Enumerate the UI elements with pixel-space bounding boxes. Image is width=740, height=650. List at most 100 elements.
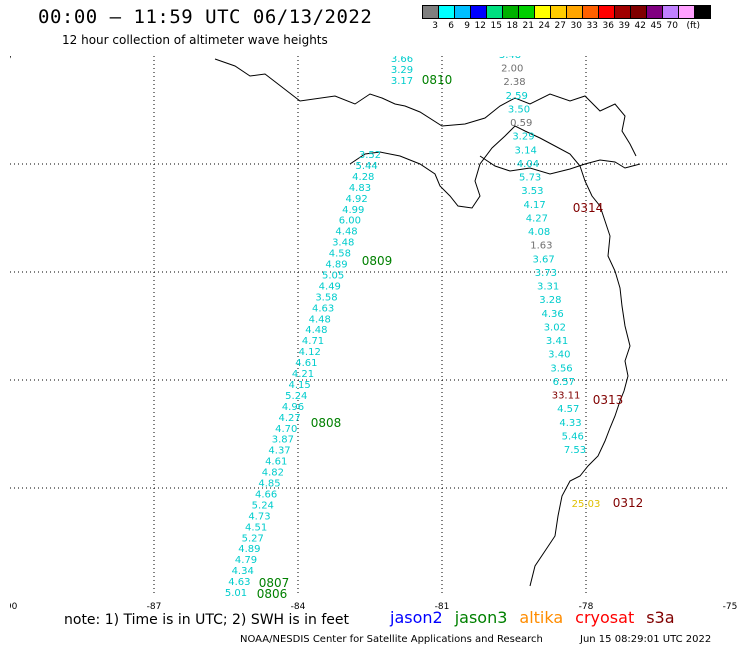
pass-label-0312: 0312 (613, 496, 644, 510)
swh-value-west: 4.12 (299, 347, 321, 358)
swh-value-east: 7.53 (564, 445, 586, 456)
swh-value-west: 5.44 (356, 161, 378, 172)
legend-label: 15 (490, 21, 502, 31)
coastline-isthmus (479, 155, 641, 175)
legend-label: 12 (474, 21, 486, 31)
legend-swatch (566, 5, 583, 19)
legend-swatch (614, 5, 631, 19)
satellite-jason2: jason2 (390, 608, 443, 627)
legend-label: 3 (432, 21, 438, 31)
swh-value-west: 4.63 (228, 577, 250, 588)
swh-value-east: 4.57 (557, 404, 579, 415)
swh-value-west: 5.24 (285, 391, 307, 402)
swh-value-east: 2.00 (501, 64, 523, 75)
swh-value-east: 3.53 (521, 186, 543, 197)
swh-value-east: 3.28 (539, 295, 561, 306)
satellite-jason3: jason3 (454, 608, 508, 627)
pass-label-0809: 0809 (362, 254, 393, 268)
swh-value-east: 3.48 (499, 56, 521, 61)
swh-value-west: 4.63 (312, 303, 334, 314)
legend-label: 30 (570, 21, 582, 31)
plot-frame (10, 56, 730, 596)
swh-value-east: 33.11 (552, 391, 581, 402)
legend-label: 18 (506, 21, 518, 31)
swh-value-west: 6.00 (339, 216, 361, 227)
swh-value-west: 4.48 (335, 227, 357, 238)
pass-label-0810: 0810 (422, 73, 453, 87)
swh-value-east: 5.73 (519, 173, 541, 184)
legend-label: 21 (522, 21, 534, 31)
swh-value-east: 3.67 (532, 254, 554, 265)
pass-label-0314: 0314 (573, 201, 604, 215)
swh-value-east: 3.56 (550, 363, 572, 374)
swh-value-east: 5.46 (562, 431, 584, 442)
y-tick-label: 10 (10, 56, 12, 62)
swh-value-west: 4.48 (305, 325, 327, 336)
swh-value-east: 3.73 (535, 268, 557, 279)
swh-value-west: 4.61 (265, 457, 287, 468)
legend-swatch (598, 5, 615, 19)
swh-value-west: 4.70 (275, 424, 297, 435)
legend-label: 39 (618, 21, 630, 31)
swh-value-east: 0.59 (510, 118, 532, 129)
swh-value-east: 3.31 (537, 282, 559, 293)
swh-value-east: 4.36 (541, 309, 563, 320)
x-tick-label: -75 (723, 602, 738, 611)
satellite-s3a: s3a (646, 608, 675, 627)
swh-value-east: 1.63 (530, 241, 552, 252)
coastline-pacific (349, 125, 631, 587)
swh-value-west: 5.27 (242, 533, 264, 544)
legend-swatch (694, 5, 711, 19)
swh-value-west: 4.71 (302, 336, 324, 347)
legend-swatch (534, 5, 551, 19)
swh-value-west: 4.96 (282, 402, 304, 413)
swh-value-east: 3.02 (544, 322, 566, 333)
swh-value-west: 4.58 (329, 249, 351, 260)
legend-swatch (422, 5, 439, 19)
legend-swatch (582, 5, 599, 19)
legend-label: 24 (538, 21, 550, 31)
swh-value-east: 4.17 (524, 200, 546, 211)
legend-label: 27 (554, 21, 566, 31)
swh-value-west: 4.21 (292, 369, 314, 380)
swh-value-west: 4.28 (352, 172, 374, 183)
swh-value-north: 3.66 (391, 56, 413, 65)
pass-label-0808: 0808 (311, 416, 342, 430)
footer: NOAA/NESDIS Center for Satellite Applica… (240, 634, 711, 645)
legend-swatch (454, 5, 471, 19)
swh-value-east: 3.29 (512, 132, 534, 143)
swh-value-west: 4.89 (325, 260, 347, 271)
legend-label: 36 (602, 21, 614, 31)
swh-value-west: 4.15 (289, 380, 311, 391)
swh-value-west: 4.37 (268, 446, 290, 457)
swh-value-west: 5.05 (322, 270, 344, 281)
swh-value-west: 4.89 (238, 544, 260, 555)
legend-swatch (662, 5, 679, 19)
chart-subtitle: 12 hour collection of altimeter wave hei… (62, 33, 328, 47)
color-legend (422, 5, 711, 19)
satellite-legend: jason2 jason3 altika cryosat s3a (390, 608, 675, 627)
footer-credit: NOAA/NESDIS Center for Satellite Applica… (240, 634, 543, 645)
swh-value-east: 4.27 (526, 213, 548, 224)
x-tick-label: -87 (147, 602, 162, 611)
swh-value-east: 3.50 (508, 104, 530, 115)
swh-value-east: 4.04 (517, 159, 539, 170)
swh-value-west: 5.01 (225, 588, 247, 599)
x-tick-label: -84 (291, 602, 306, 611)
wave-height-map: -90-87-84-81-78-7510864205.014.634.344.7… (10, 56, 738, 611)
legend-swatch (630, 5, 647, 19)
swh-value-south: 25.03 (572, 499, 601, 510)
swh-value-west: 4.99 (342, 205, 364, 216)
pass-label-0807: 0807 (259, 576, 290, 590)
legend-swatch (518, 5, 535, 19)
pass-label-0806: 0806 (257, 587, 288, 601)
swh-value-west: 4.83 (349, 183, 371, 194)
swh-value-east: 4.08 (528, 227, 550, 238)
swh-value-west: 4.51 (245, 522, 267, 533)
legend-swatch (438, 5, 455, 19)
units-note: note: 1) Time is in UTC; 2) SWH is in fe… (64, 612, 350, 628)
swh-value-west: 4.48 (309, 314, 331, 325)
legend-label: 6 (448, 21, 454, 31)
satellite-cryosat: cryosat (575, 608, 635, 627)
legend-swatch (646, 5, 663, 19)
